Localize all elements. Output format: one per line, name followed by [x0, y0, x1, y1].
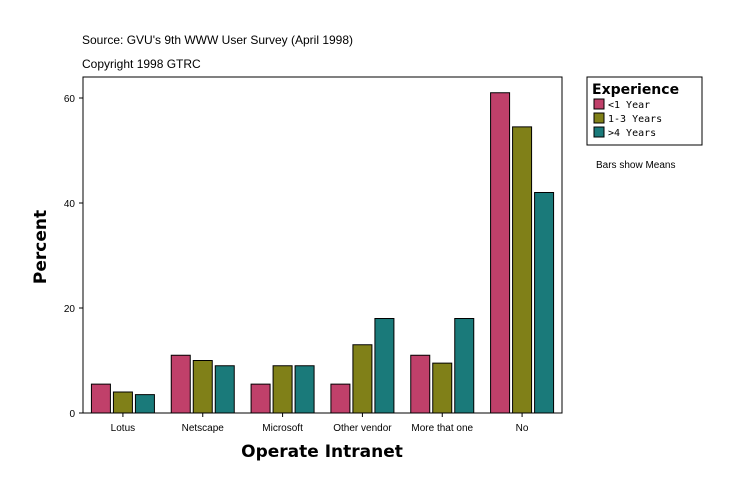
legend: Experience <1 Year 1-3 Years >4 Years: [586, 76, 703, 146]
bar-other-vendor-series-3: [374, 318, 395, 414]
plot-area: [82, 76, 563, 414]
bar-more-that-one-series-1: [410, 354, 431, 414]
copyright-text: Copyright 1998 GTRC: [82, 57, 201, 71]
x-tick-label: Netscape: [182, 423, 225, 434]
bar-netscape-series-2: [192, 360, 213, 414]
bar-other-vendor-series-1: [330, 383, 351, 414]
x-tick-label: More that one: [411, 423, 473, 434]
legend-swatch-2: [593, 112, 605, 124]
x-axis-title: Operate Intranet: [241, 442, 403, 462]
legend-label-2: 1-3 Years: [608, 114, 662, 125]
bar-netscape-series-1: [170, 354, 191, 414]
x-tick-label: Lotus: [111, 423, 135, 434]
bar-lotus-series-3: [134, 394, 155, 414]
bar-lotus-series-1: [90, 383, 111, 414]
legend-box: [586, 76, 703, 146]
bars-group: [90, 92, 555, 414]
legend-title: Experience: [592, 82, 679, 98]
bar-microsoft-series-1: [250, 383, 271, 414]
legend-swatch-3: [593, 126, 605, 138]
bar-more-that-one-series-3: [454, 318, 475, 414]
bar-netscape-series-3: [214, 365, 235, 414]
x-axis: Lotus Netscape Microsoft Other vendor More t…: [111, 413, 529, 434]
bar-lotus-series-2: [112, 391, 133, 414]
source-text: Source: GVU's 9th WWW User Survey (April…: [82, 33, 354, 47]
x-tick-label: Microsoft: [262, 423, 303, 434]
bar-more-that-one-series-2: [432, 362, 453, 414]
y-axis: 0 20 40 60: [64, 94, 83, 420]
bar-no-series-1: [490, 92, 511, 414]
x-tick-label: Other vendor: [333, 423, 392, 434]
y-axis-title: Percent: [31, 210, 51, 284]
bars-show-means-note: Bars show Means: [596, 160, 675, 171]
x-tick-label: No: [516, 423, 529, 434]
bar-other-vendor-series-2: [352, 344, 373, 414]
y-tick-label: 60: [64, 94, 76, 105]
bar-microsoft-series-3: [294, 365, 315, 414]
bar-no-series-2: [512, 126, 533, 414]
legend-label-1: <1 Year: [608, 100, 650, 111]
bar-no-series-3: [534, 192, 555, 414]
y-tick-label: 40: [64, 199, 76, 210]
legend-swatch-1: [593, 98, 605, 110]
y-tick-label: 20: [64, 304, 76, 315]
bar-microsoft-series-2: [272, 365, 293, 414]
y-tick-label: 0: [69, 409, 75, 420]
legend-label-3: >4 Years: [608, 128, 656, 139]
